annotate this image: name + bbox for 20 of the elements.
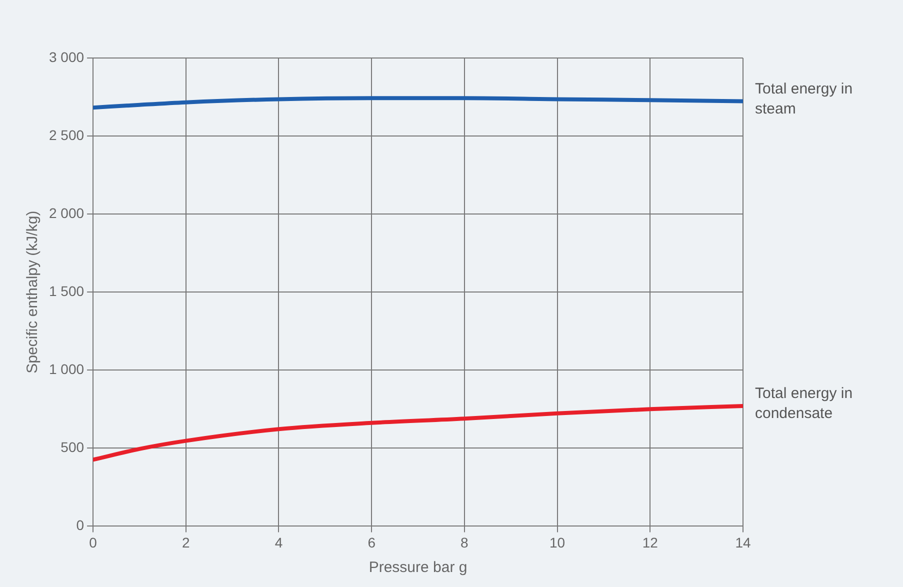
y-tick-label: 0 — [76, 517, 84, 534]
y-tick-label: 2 500 — [48, 126, 84, 143]
series-label: Total energy in condensate — [755, 385, 853, 422]
x-tick-label: 14 — [735, 534, 751, 550]
y-tick-label: 1 500 — [48, 282, 84, 299]
x-tick-label: 8 — [460, 534, 469, 550]
x-tick-label: 6 — [368, 534, 376, 550]
y-axis-title: Specific enthalpy (kJ/kg) — [24, 210, 42, 374]
y-tick-label: 3 000 — [48, 48, 84, 65]
y-tick-label: 1 000 — [48, 360, 84, 377]
x-tick-label: 10 — [550, 534, 566, 550]
y-tick-label: 500 — [60, 439, 84, 456]
series-label: Total energy in steam — [755, 80, 853, 118]
x-axis-title: Pressure bar g — [368, 559, 468, 576]
x-tick-label: 0 — [89, 534, 98, 550]
y-tick-label: 2 000 — [48, 204, 84, 221]
x-tick-label: 4 — [274, 534, 283, 550]
line-series — [93, 96, 743, 110]
x-tick-label: 2 — [182, 534, 190, 550]
x-tick-label: 12 — [642, 534, 658, 550]
